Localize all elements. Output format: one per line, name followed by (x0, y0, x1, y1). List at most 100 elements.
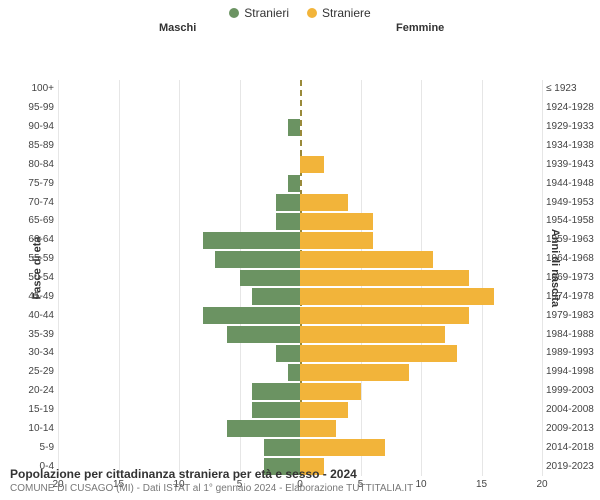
bar-female (300, 156, 324, 173)
footer: Popolazione per cittadinanza straniera p… (10, 467, 590, 494)
birth-year-label: 1949-1953 (546, 197, 594, 208)
age-label: 15-19 (28, 404, 54, 415)
bar-male (240, 270, 301, 287)
birth-year-label: 1969-1973 (546, 272, 594, 283)
birth-year-label: ≤ 1923 (546, 83, 577, 94)
legend-label-female: Straniere (322, 6, 371, 20)
column-header-male: Maschi (159, 22, 196, 34)
age-row (58, 137, 542, 156)
bar-male (203, 232, 300, 249)
bar-male (227, 420, 300, 437)
bar-female (300, 194, 348, 211)
age-label: 35-39 (28, 329, 54, 340)
birth-year-label: 1959-1963 (546, 234, 594, 245)
age-label: 90-94 (28, 121, 54, 132)
birth-year-label: 1999-2003 (546, 385, 594, 396)
age-label: 55-59 (28, 253, 54, 264)
gridline (542, 80, 543, 476)
legend-swatch-male (229, 8, 239, 18)
legend-swatch-female (307, 8, 317, 18)
age-row (58, 193, 542, 212)
bar-male (252, 288, 300, 305)
age-label: 20-24 (28, 385, 54, 396)
age-row (58, 287, 542, 306)
chart-subtitle: COMUNE DI CUSAGO (MI) - Dati ISTAT al 1°… (10, 483, 590, 494)
birth-year-label: 1924-1928 (546, 102, 594, 113)
bar-female (300, 345, 457, 362)
age-label: 10-14 (28, 423, 54, 434)
age-label: 30-34 (28, 347, 54, 358)
age-row (58, 269, 542, 288)
legend-label-male: Stranieri (244, 6, 289, 20)
birth-year-label: 1979-1983 (546, 310, 594, 321)
bar-male (276, 194, 300, 211)
age-label: 70-74 (28, 197, 54, 208)
birth-year-label: 2014-2018 (546, 442, 594, 453)
plot-area (58, 80, 542, 476)
bar-male (288, 175, 300, 192)
age-label: 25-29 (28, 366, 54, 377)
birth-year-label: 2004-2008 (546, 404, 594, 415)
bar-female (300, 251, 433, 268)
legend-item-female: Straniere (307, 6, 371, 20)
age-label: 80-84 (28, 159, 54, 170)
bar-female (300, 383, 361, 400)
age-row (58, 212, 542, 231)
bar-female (300, 364, 409, 381)
age-label: 95-99 (28, 102, 54, 113)
birth-year-label: 1929-1933 (546, 121, 594, 132)
bar-female (300, 288, 494, 305)
age-row (58, 306, 542, 325)
bar-male (252, 383, 300, 400)
bar-female (300, 402, 348, 419)
bar-male (264, 439, 300, 456)
bar-male (215, 251, 300, 268)
bar-female (300, 270, 469, 287)
bar-male (252, 402, 300, 419)
birth-year-label: 1974-1978 (546, 291, 594, 302)
birth-year-label: 1934-1938 (546, 140, 594, 151)
birth-year-label: 1994-1998 (546, 366, 594, 377)
bar-female (300, 307, 469, 324)
bar-female (300, 420, 336, 437)
bar-female (300, 439, 385, 456)
birth-year-label: 1964-1968 (546, 253, 594, 264)
bar-male (276, 213, 300, 230)
age-row (58, 250, 542, 269)
age-label: 85-89 (28, 140, 54, 151)
birth-year-label: 1939-1943 (546, 159, 594, 170)
bar-male (227, 326, 300, 343)
birth-year-label: 1944-1948 (546, 178, 594, 189)
bar-female (300, 213, 373, 230)
bar-female (300, 326, 445, 343)
age-row (58, 382, 542, 401)
age-row (58, 99, 542, 118)
age-row (58, 419, 542, 438)
birth-year-label: 1989-1993 (546, 347, 594, 358)
column-headers: Maschi Femmine (0, 22, 600, 38)
age-label: 60-64 (28, 234, 54, 245)
chart-title: Popolazione per cittadinanza straniera p… (10, 467, 590, 481)
age-label: 100+ (31, 83, 54, 94)
age-row (58, 344, 542, 363)
age-label: 50-54 (28, 272, 54, 283)
birth-year-label: 2009-2013 (546, 423, 594, 434)
age-label: 5-9 (40, 442, 54, 453)
bar-female (300, 232, 373, 249)
age-row (58, 174, 542, 193)
bar-male (276, 345, 300, 362)
age-label: 45-49 (28, 291, 54, 302)
chart: Fasce di età Anni di nascita 20151050510… (0, 38, 600, 498)
bar-male (288, 364, 300, 381)
birth-year-label: 1954-1958 (546, 215, 594, 226)
bar-male (288, 119, 300, 136)
legend-item-male: Stranieri (229, 6, 289, 20)
age-label: 40-44 (28, 310, 54, 321)
age-label: 65-69 (28, 215, 54, 226)
age-row (58, 363, 542, 382)
age-row (58, 155, 542, 174)
column-header-female: Femmine (396, 22, 444, 34)
age-row (58, 231, 542, 250)
age-row (58, 401, 542, 420)
bar-male (203, 307, 300, 324)
